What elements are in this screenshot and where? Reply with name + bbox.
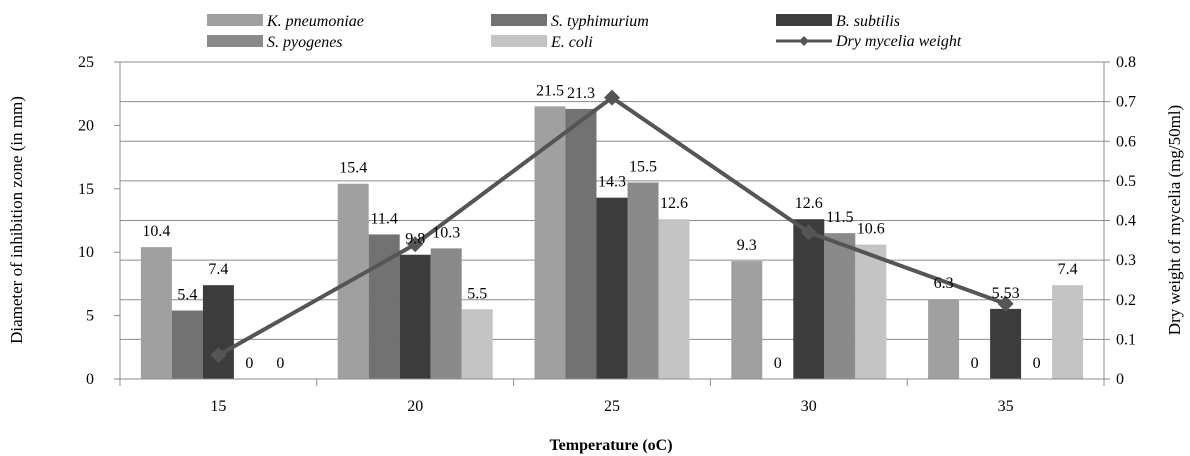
bar [430,248,462,379]
data-label: 0 [245,355,253,372]
y-axis-right-title: Dry weight of mycelia (mg/50ml) [1165,105,1184,335]
legend-swatch [776,14,832,26]
line-marker [997,295,1014,312]
legend-label: Dry mycelia weight [835,33,962,50]
y-right-tick-label: 0.7 [1116,94,1136,111]
bar [824,233,856,379]
data-label: 9.8 [405,231,425,248]
data-label: 14.3 [598,174,626,191]
legend-label: K. pneumoniae [266,13,364,30]
y-tick-label: 25 [78,54,94,71]
legend-label: E. coli [550,34,593,51]
data-label: 21.5 [536,82,564,99]
data-label: 11.4 [370,210,397,227]
bar [990,308,1022,379]
legend: K. pneumoniae S. typhimurium B. subtilis S.… [207,13,962,51]
y-right-tick-label: 0.2 [1116,292,1136,309]
bar [596,197,628,379]
data-label: 0 [276,355,284,372]
bar [855,244,887,379]
data-label: 15.5 [629,158,657,175]
legend-swatch [491,14,547,26]
x-tick-label: 15 [210,398,226,415]
data-label: 11.5 [826,209,853,226]
data-label: 5.53 [992,285,1020,302]
bar [368,234,400,379]
bar [658,219,690,379]
bar [565,108,597,379]
data-label: 15.4 [339,160,367,177]
bar [202,285,234,379]
x-tick-label: 30 [801,398,817,415]
dry-weight-line [210,89,1014,364]
legend-line-marker [799,36,809,46]
bar [793,219,825,379]
bar [171,310,203,379]
y-right-tick-label: 0.6 [1116,133,1136,150]
legend-label: S. pyogenes [267,34,343,51]
data-labels: 10.4 15.4 21.5 9.3 6.3 5.4 11.4 21.3 0 0 7.4 9.8 14.… [142,82,1077,372]
line-marker [800,224,817,241]
y-tick-label: 15 [78,181,94,198]
y-right-tick-label: 0.1 [1116,331,1136,348]
y-tick-label: 20 [78,117,94,134]
data-label: 10.3 [432,224,460,241]
y-tick-label: 5 [86,308,94,325]
data-label: 21.3 [567,85,595,102]
data-label: 0 [774,355,782,372]
legend-label: S. typhimurium [551,13,649,30]
data-label: 12.6 [795,195,823,212]
y-right-tick-label: 0.5 [1116,173,1136,190]
y-tick-label: 0 [86,371,94,388]
data-label: 10.6 [857,221,885,238]
legend-swatch [207,14,263,26]
data-label: 9.3 [737,237,757,254]
legend-label: B. subtilis [836,13,900,30]
bar [627,182,659,379]
data-label: 0 [1033,355,1041,372]
bar [731,261,763,379]
y-axis-title: Diameter of inhibition zone (in mm) [7,96,26,344]
bar [1052,285,1084,379]
y-right-tick-label: 0.8 [1116,54,1136,71]
x-tick-label: 20 [407,398,423,415]
data-label: 5.5 [467,285,487,302]
line-marker [604,89,620,106]
data-label: 0 [971,355,979,372]
data-label: 10.4 [142,223,170,240]
y-right-tick-label: 0.3 [1116,252,1136,269]
y-right-tick-label: 0.4 [1116,213,1136,230]
data-label: 7.4 [1058,261,1078,278]
legend-swatch [207,35,263,47]
x-tick-label: 25 [604,398,620,415]
bar [928,299,960,379]
data-label: 6.3 [934,275,954,292]
axes: 0 5 10 15 20 25 0 0.1 0.2 0.3 0.4 0.5 0.6 0.7 0.8 15 20 2… [78,54,1136,415]
bars [140,106,1084,379]
bar [534,106,566,379]
legend-swatch [491,35,547,47]
line-marker [210,347,227,364]
y-right-tick-label: 0 [1116,371,1124,388]
data-label: 5.4 [177,287,197,304]
bar [461,309,493,379]
data-label: 12.6 [660,195,688,212]
data-label: 7.4 [208,261,228,278]
y-tick-label: 10 [78,244,94,261]
bar [399,254,431,379]
bar [140,247,172,379]
x-axis-title: Temperature (oC) [549,437,672,454]
line-marker [407,236,424,253]
x-tick-label: 35 [998,398,1014,415]
